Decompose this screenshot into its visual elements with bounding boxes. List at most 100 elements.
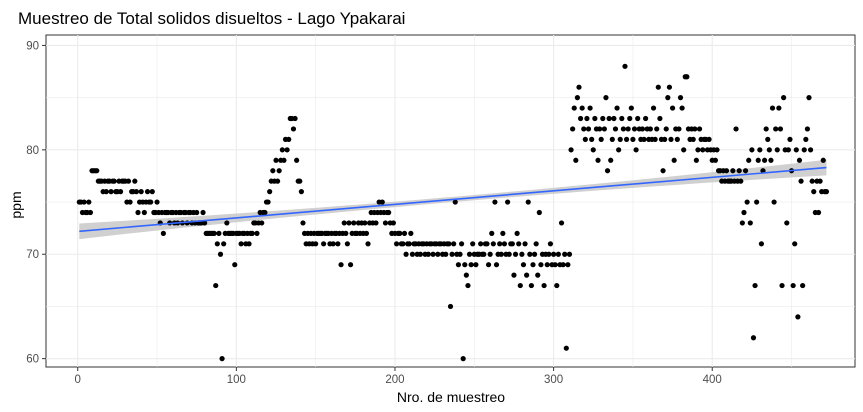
data-point	[132, 178, 138, 184]
data-point	[294, 157, 300, 163]
data-point	[752, 282, 758, 289]
data-point	[823, 189, 830, 195]
data-point	[604, 168, 611, 174]
data-point	[506, 251, 512, 257]
data-point	[774, 147, 780, 153]
data-point	[275, 178, 281, 184]
data-point	[620, 126, 627, 132]
data-point	[514, 230, 520, 236]
data-point	[623, 136, 630, 142]
data-point	[246, 241, 252, 247]
data-point	[608, 157, 614, 163]
data-point	[81, 199, 87, 205]
data-point	[730, 168, 736, 174]
data-point	[452, 199, 458, 205]
data-point	[144, 189, 151, 195]
y-axis-title: ppm	[8, 191, 24, 218]
data-point	[760, 168, 766, 174]
data-point	[807, 147, 814, 153]
data-point	[566, 251, 573, 257]
data-point	[590, 147, 596, 153]
data-point	[581, 126, 587, 132]
data-point	[809, 178, 815, 184]
data-point	[603, 95, 609, 101]
data-point	[321, 241, 327, 247]
data-point	[455, 262, 462, 268]
data-point	[742, 168, 749, 174]
data-point	[408, 230, 414, 236]
data-point	[468, 262, 474, 268]
data-point	[551, 251, 557, 257]
data-point	[662, 136, 668, 142]
data-point	[386, 209, 392, 216]
data-point	[470, 241, 476, 247]
data-point	[141, 209, 147, 216]
data-point	[571, 105, 577, 111]
data-point	[148, 199, 154, 205]
data-point	[498, 251, 504, 257]
data-point	[597, 126, 603, 132]
trend-line	[79, 166, 827, 233]
data-point	[211, 230, 217, 236]
data-point	[547, 241, 554, 247]
data-point	[541, 282, 547, 289]
data-point	[598, 136, 604, 142]
data-point	[127, 199, 133, 205]
data-point	[585, 126, 592, 132]
data-point	[803, 136, 809, 142]
data-point	[249, 230, 255, 236]
data-point	[393, 241, 400, 247]
data-point	[117, 189, 124, 195]
data-point	[446, 241, 452, 247]
x-tick-label: 0	[75, 374, 81, 386]
data-point	[485, 262, 492, 268]
data-point	[397, 230, 403, 236]
data-point	[589, 136, 595, 142]
data-point	[335, 241, 341, 247]
data-point	[401, 230, 408, 236]
data-point	[217, 251, 224, 257]
data-point	[481, 251, 487, 257]
data-point	[125, 178, 132, 184]
data-point	[531, 251, 538, 257]
data-point	[750, 335, 757, 341]
data-point	[500, 230, 506, 236]
data-point	[754, 199, 760, 205]
data-point	[138, 189, 144, 195]
data-point	[276, 168, 282, 174]
data-point	[463, 272, 469, 278]
data-point	[584, 115, 590, 122]
data-point	[568, 147, 574, 153]
data-point	[633, 147, 639, 153]
data-point	[527, 251, 533, 257]
data-point	[478, 241, 484, 247]
data-point	[681, 147, 687, 153]
data-point	[279, 147, 285, 153]
data-point	[758, 241, 765, 247]
data-point	[465, 282, 471, 289]
data-point	[663, 126, 669, 132]
data-point	[676, 126, 682, 132]
data-point	[459, 241, 465, 247]
data-point	[562, 251, 568, 257]
data-point	[776, 105, 782, 111]
data-point	[265, 199, 271, 205]
data-point	[466, 251, 473, 257]
data-point	[741, 209, 747, 216]
data-point	[612, 126, 619, 132]
data-point	[574, 95, 581, 101]
data-point	[135, 209, 141, 216]
data-point	[560, 262, 566, 268]
data-point	[635, 115, 641, 122]
data-point	[403, 251, 409, 257]
data-point	[519, 251, 525, 257]
data-point	[579, 105, 585, 111]
data-point	[690, 136, 696, 142]
data-point	[512, 251, 519, 257]
data-point	[460, 356, 466, 362]
data-point	[792, 241, 798, 247]
data-point	[232, 262, 238, 268]
data-point	[262, 209, 268, 216]
data-point	[524, 272, 530, 278]
data-point	[281, 157, 287, 163]
